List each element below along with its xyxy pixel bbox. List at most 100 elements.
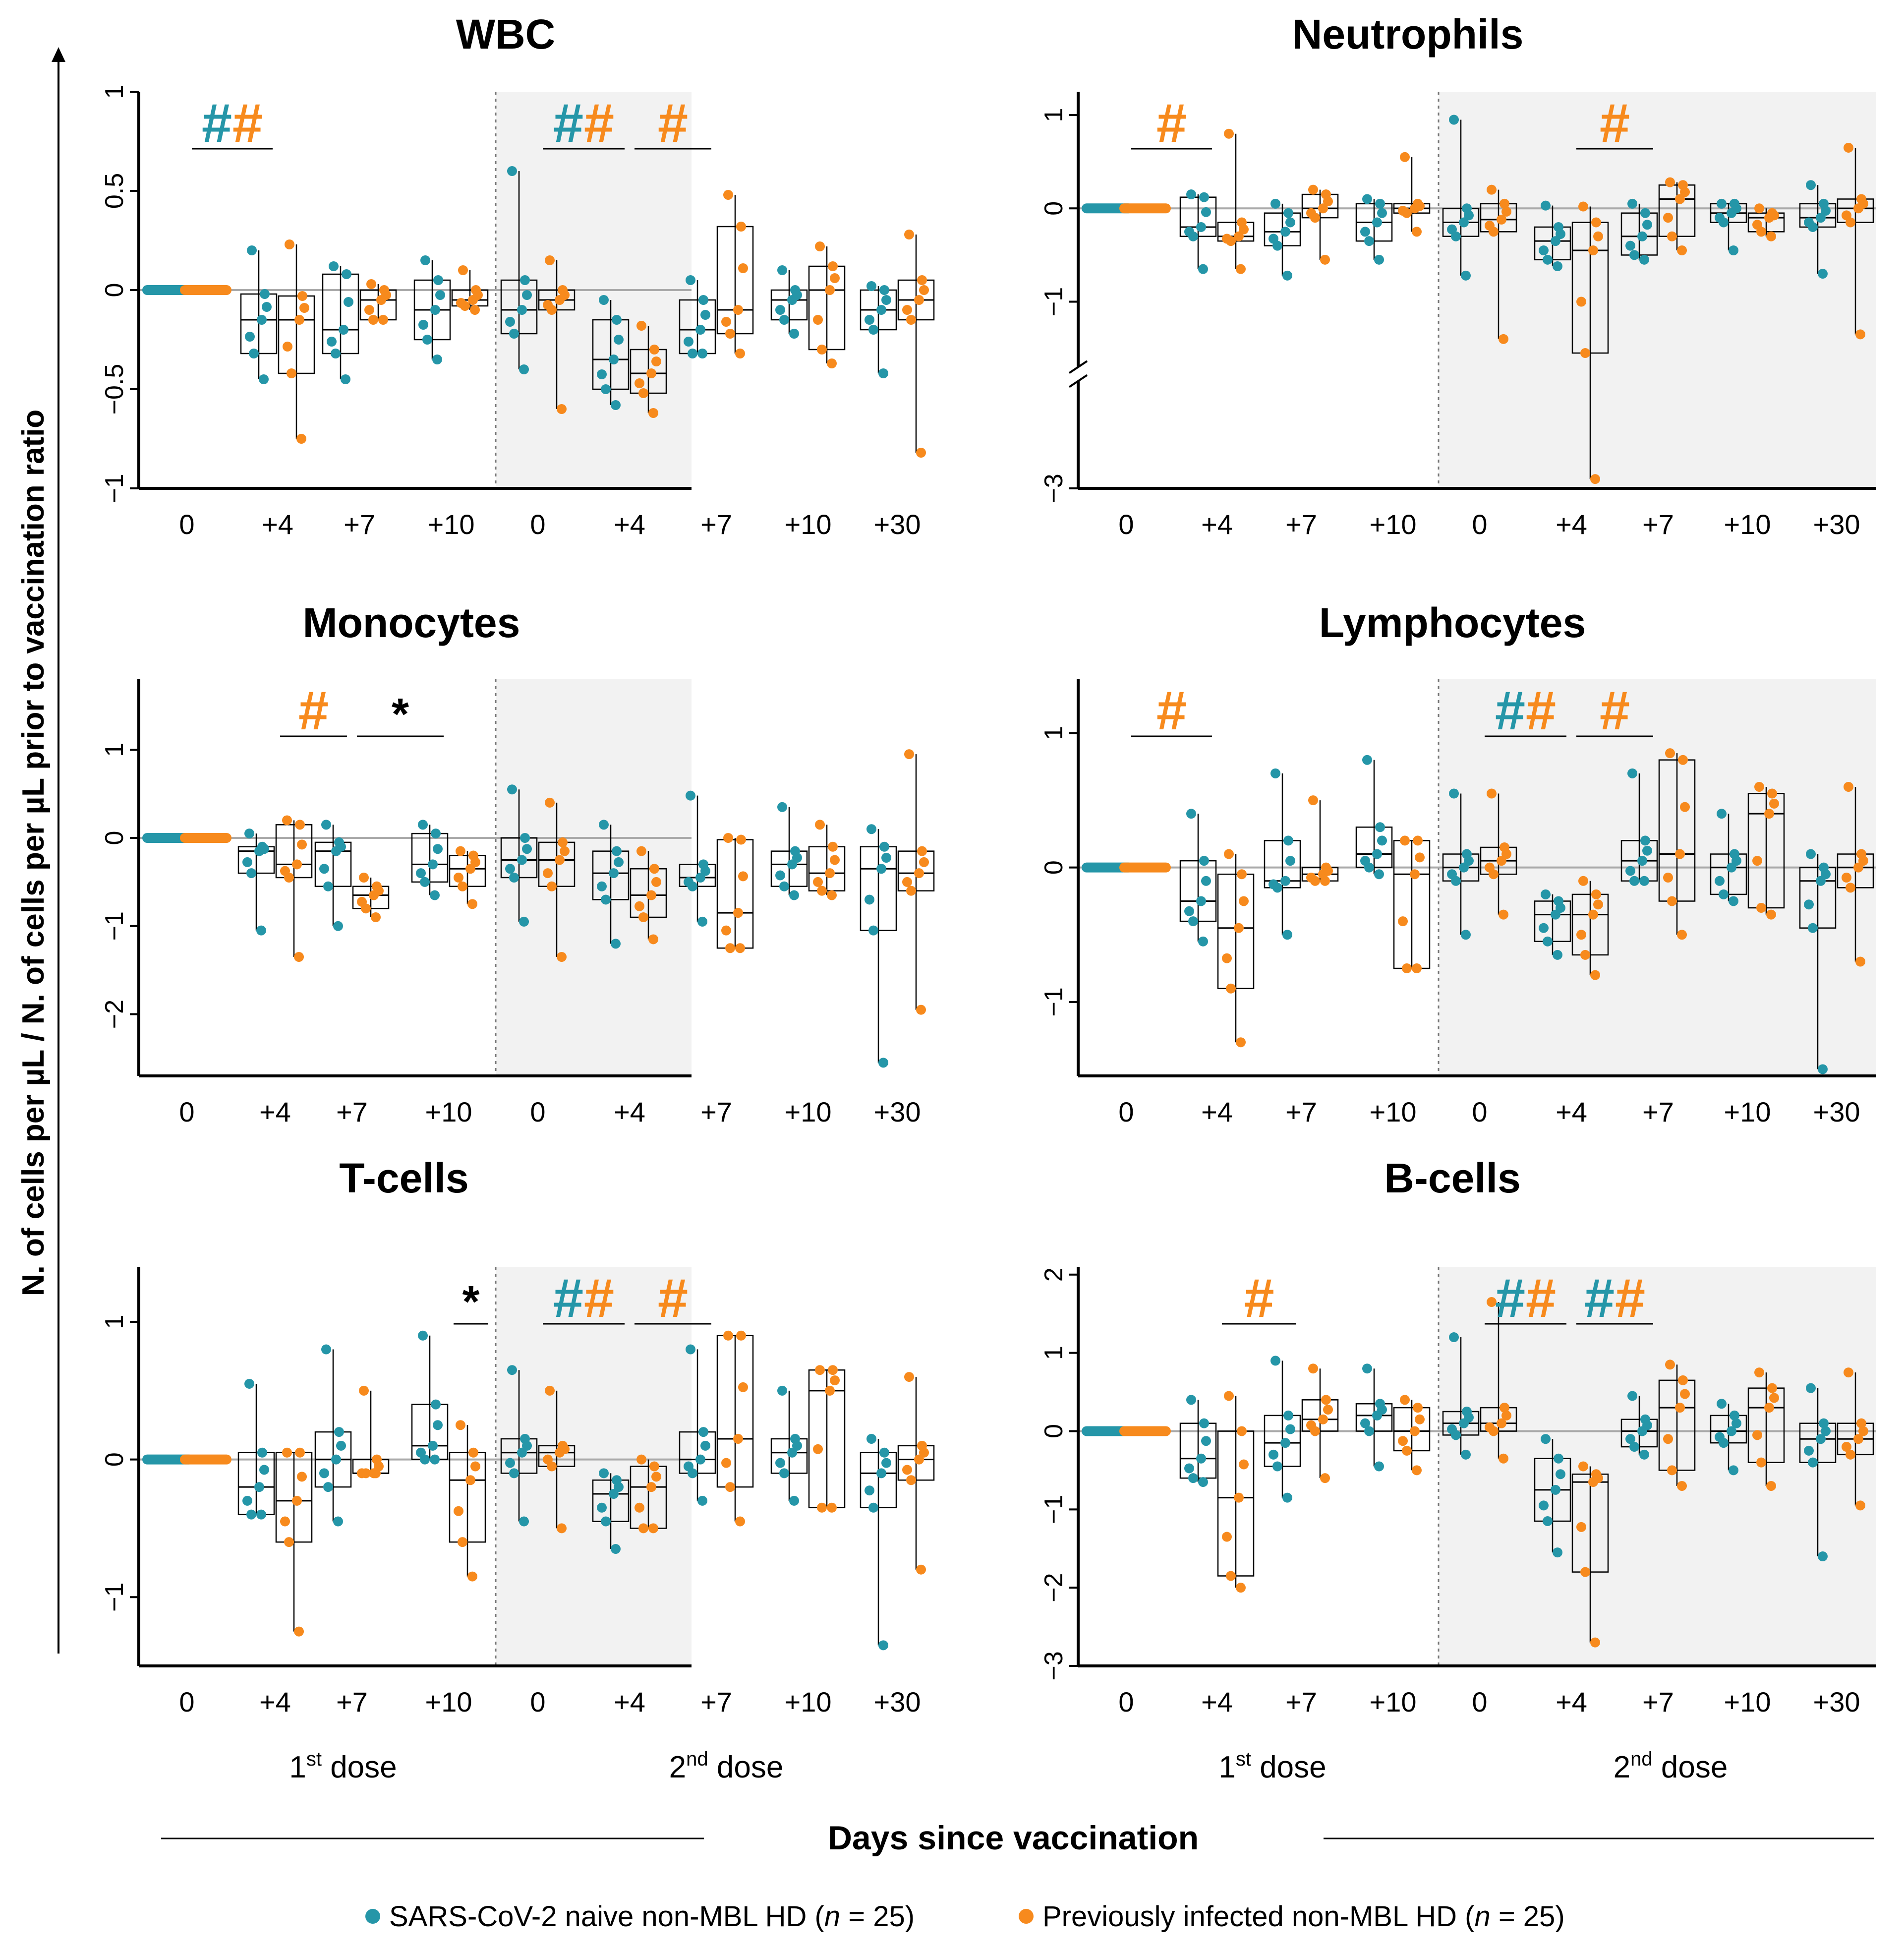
data-point	[1184, 227, 1194, 237]
data-point	[1413, 1403, 1423, 1413]
data-point	[636, 846, 646, 856]
data-point	[866, 824, 876, 834]
data-point	[560, 290, 570, 300]
data-point	[878, 1058, 888, 1068]
data-point	[428, 859, 438, 870]
data-point	[280, 1516, 290, 1527]
data-point	[792, 1440, 802, 1451]
data-point	[609, 355, 619, 364]
data-point	[319, 1468, 329, 1479]
data-point	[723, 190, 733, 200]
x-tick-label: +10	[1724, 509, 1771, 540]
x-tick-label: +7	[344, 509, 375, 540]
data-point	[876, 305, 886, 315]
data-point	[257, 315, 267, 325]
data-point	[1816, 213, 1826, 223]
panel-monocytes: −2 −1 0 1 0 +4 +7 +10 0 +4 +7 +10 +30 Monocytes # *	[100, 599, 935, 1127]
x-tick-label: +30	[1813, 1686, 1860, 1717]
data-point	[245, 332, 255, 342]
data-point	[1306, 873, 1316, 883]
data-point	[357, 896, 367, 907]
panel-title: B-cells	[1384, 1155, 1520, 1201]
data-point	[1752, 1430, 1762, 1440]
data-point	[825, 1385, 835, 1396]
data-point	[1588, 909, 1598, 920]
data-point	[509, 1468, 519, 1479]
data-point	[738, 263, 748, 273]
data-point	[1637, 231, 1647, 241]
data-point	[465, 1475, 475, 1485]
x-tick-label: +7	[700, 1686, 732, 1717]
data-point	[813, 315, 823, 325]
data-point	[1804, 1445, 1814, 1456]
data-point	[904, 749, 914, 760]
dose2-shaded-region	[1439, 1267, 1876, 1666]
data-point	[686, 790, 695, 801]
data-point	[866, 1433, 876, 1444]
data-point	[1464, 1412, 1474, 1422]
data-point	[1285, 856, 1295, 866]
data-point	[917, 846, 927, 856]
data-point	[614, 1482, 624, 1492]
data-point	[420, 255, 430, 265]
data-point	[1665, 177, 1675, 187]
data-point	[635, 1502, 644, 1513]
data-point	[827, 358, 837, 368]
data-point	[1269, 879, 1278, 889]
data-point	[1198, 264, 1208, 274]
data-point	[1487, 184, 1497, 195]
data-point	[725, 329, 735, 339]
x-tick-label: +4	[259, 1686, 291, 1717]
data-point	[430, 890, 440, 900]
data-point	[1239, 224, 1249, 235]
significance-marker: #	[553, 1268, 583, 1329]
data-point	[1374, 254, 1384, 265]
data-point	[688, 349, 697, 358]
data-point	[789, 1495, 799, 1506]
data-point	[638, 388, 648, 398]
dose2-label-left: 2nd dose	[669, 1748, 784, 1784]
data-point	[1320, 254, 1330, 265]
data-point	[1412, 227, 1422, 237]
data-point	[259, 374, 269, 384]
data-point	[735, 349, 745, 358]
panel-title: T-cells	[339, 1155, 468, 1201]
data-point	[420, 877, 430, 887]
data-point	[865, 1485, 874, 1496]
data-point	[321, 1344, 331, 1355]
data-point	[1719, 889, 1729, 899]
significance-marker: #	[584, 93, 614, 154]
x-tick-label: +7	[1285, 1096, 1317, 1127]
data-point	[1323, 1405, 1333, 1415]
data-point	[902, 877, 912, 887]
legend-label-naive: SARS-CoV-2 naive non-MBL HD (n = 25)	[389, 1900, 915, 1933]
data-point	[1853, 1434, 1863, 1444]
data-point	[1804, 217, 1814, 228]
data-point	[1372, 217, 1382, 228]
data-point	[723, 1330, 733, 1341]
data-point	[522, 290, 532, 300]
data-point	[1816, 1434, 1826, 1444]
data-point	[1680, 187, 1690, 197]
data-point	[686, 1344, 695, 1355]
data-point	[1717, 809, 1727, 819]
data-point	[736, 1330, 746, 1341]
data-point	[1642, 220, 1652, 230]
data-point	[902, 1465, 912, 1475]
data-point	[777, 802, 787, 812]
x-tick-label: +4	[614, 1686, 645, 1717]
data-point	[284, 1537, 294, 1547]
data-point	[1729, 1465, 1738, 1476]
data-point	[1464, 210, 1474, 221]
data-point	[1501, 206, 1511, 217]
x-tick-label: +4	[614, 1096, 645, 1127]
data-point	[865, 894, 874, 905]
data-point	[364, 305, 374, 315]
data-point	[292, 859, 302, 870]
data-point	[881, 295, 891, 305]
x-tick-label: +4	[1201, 1686, 1233, 1717]
data-point	[906, 1475, 916, 1485]
data-point	[904, 230, 914, 239]
data-point	[1500, 1403, 1509, 1413]
data-point	[1374, 869, 1384, 880]
